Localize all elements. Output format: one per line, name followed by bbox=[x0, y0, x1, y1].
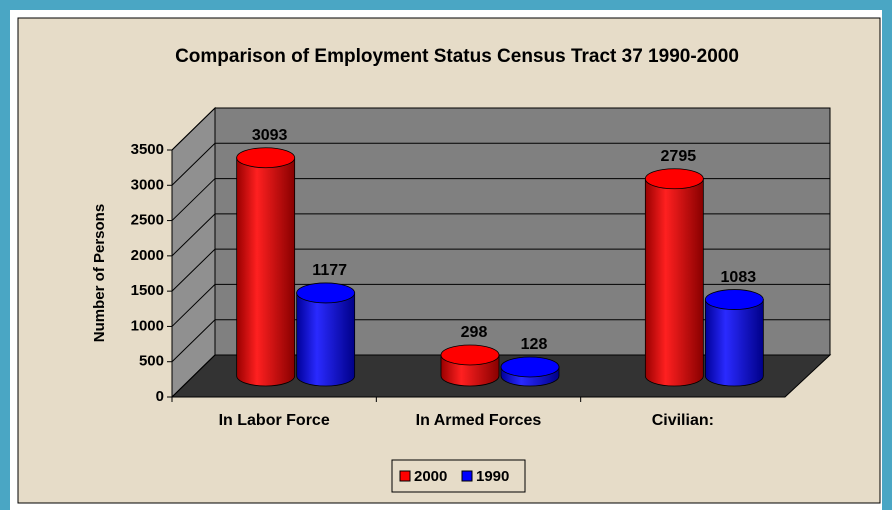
y-tick-label: 3500 bbox=[131, 141, 164, 158]
bar-top bbox=[704, 289, 764, 310]
grid-line bbox=[171, 107, 830, 151]
y-tick-label: 2500 bbox=[131, 212, 164, 229]
y-tick-label: 1000 bbox=[131, 317, 164, 334]
y-tick-label: 0 bbox=[156, 388, 164, 405]
value-label: 3093 bbox=[252, 127, 288, 144]
value-label: 298 bbox=[461, 324, 488, 341]
grid-line bbox=[171, 248, 830, 292]
y-tick-label: 500 bbox=[139, 353, 164, 370]
bar bbox=[644, 168, 704, 387]
bar bbox=[440, 344, 500, 387]
bar-top bbox=[440, 344, 500, 366]
grid-line bbox=[171, 283, 830, 327]
y-tick-label: 1500 bbox=[131, 282, 164, 299]
grid-line bbox=[171, 213, 830, 257]
legend bbox=[391, 459, 526, 493]
grid-line bbox=[171, 319, 830, 363]
grid-line bbox=[171, 354, 830, 398]
bar-body bbox=[704, 299, 764, 387]
bar-body bbox=[236, 157, 296, 387]
legend-swatch bbox=[399, 470, 411, 482]
chart-title: Comparison of Employment Status Census T… bbox=[175, 46, 739, 67]
legend-label: 2000 bbox=[414, 468, 447, 485]
bar bbox=[296, 282, 356, 387]
bar bbox=[236, 147, 296, 387]
value-label: 1083 bbox=[721, 269, 757, 286]
y-axis-title: Number of Persons bbox=[91, 204, 108, 342]
bar-top bbox=[500, 356, 560, 378]
value-label: 128 bbox=[521, 336, 548, 353]
bar-body bbox=[644, 178, 704, 387]
grid-line bbox=[171, 178, 830, 221]
x-tick-label: Civilian: bbox=[652, 412, 714, 429]
x-tick-label: In Armed Forces bbox=[416, 412, 542, 429]
bar-top bbox=[236, 147, 296, 169]
bar-top bbox=[296, 282, 356, 304]
bar-top bbox=[644, 168, 704, 190]
value-label: 2795 bbox=[661, 148, 697, 165]
bar-body bbox=[296, 292, 356, 387]
x-tick-label: In Labor Force bbox=[219, 412, 330, 429]
bar bbox=[704, 289, 764, 387]
value-label: 1177 bbox=[312, 262, 347, 279]
legend-swatch bbox=[461, 470, 473, 482]
legend-label: 1990 bbox=[476, 468, 509, 485]
grid-line bbox=[171, 142, 830, 186]
side-wall bbox=[171, 106, 216, 399]
bar bbox=[500, 356, 560, 387]
y-tick-label: 3000 bbox=[131, 176, 164, 193]
y-tick-label: 2000 bbox=[131, 247, 164, 264]
